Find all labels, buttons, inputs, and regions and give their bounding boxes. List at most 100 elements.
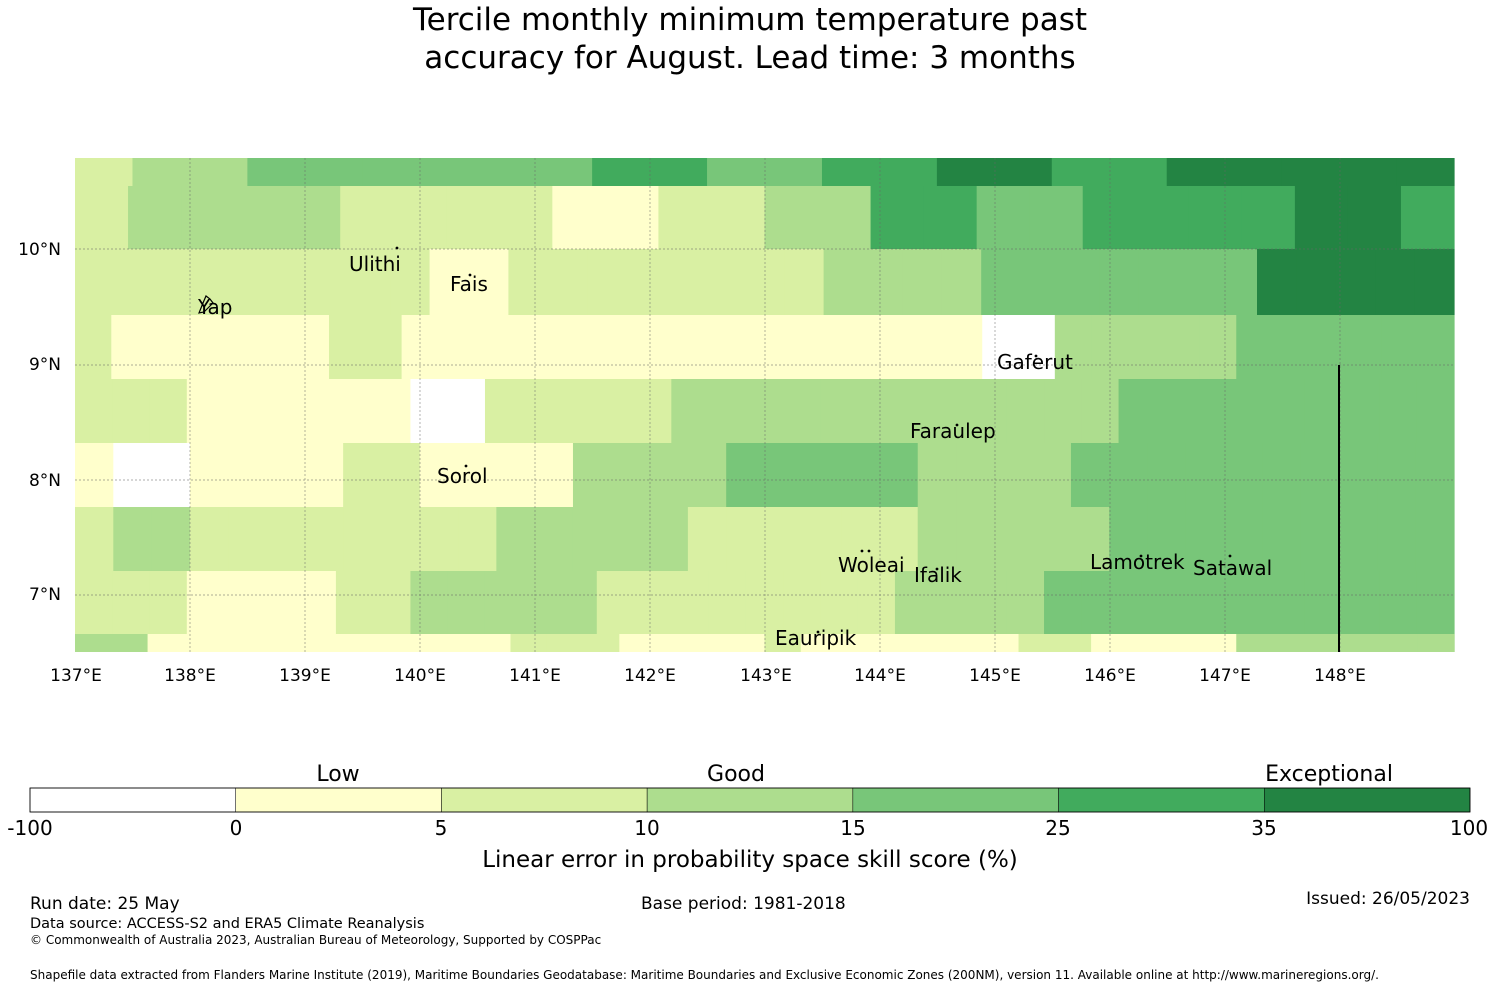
skill-grid-cell xyxy=(1099,249,1140,315)
skill-grid-cell xyxy=(419,507,459,571)
skill-grid-cell xyxy=(728,634,766,652)
skill-grid-cell xyxy=(458,443,497,507)
skill-grid-cell xyxy=(1032,507,1072,571)
skill-grid-cell xyxy=(193,249,234,315)
skill-grid-cell xyxy=(1135,186,1190,249)
skill-grid-cell xyxy=(365,315,403,379)
skill-grid-cell xyxy=(1377,507,1417,571)
colorbar-outline xyxy=(29,787,1471,813)
skill-grid-cell xyxy=(945,634,983,652)
skill-grid-cell xyxy=(1236,315,1274,379)
colorbar: Low Good Exceptional -100 0 5 10 15 25 3… xyxy=(7,762,1488,873)
skill-grid-cell xyxy=(304,158,363,186)
skill-grid-cell xyxy=(649,443,689,507)
skill-grid-cell xyxy=(936,158,995,186)
skill-grid-cell xyxy=(181,186,235,249)
skill-grid-cell xyxy=(1281,158,1340,186)
place-label-eauripik: Eauripik xyxy=(775,626,857,650)
skill-grid-cell xyxy=(496,507,536,571)
colorbar-tick-label: 5 xyxy=(435,816,448,840)
skill-grid-cell xyxy=(837,315,874,379)
skill-grid-cell xyxy=(362,158,421,186)
skill-grid-cell xyxy=(1091,634,1128,652)
place-label-lamotrek: Lamotrek xyxy=(1090,550,1185,574)
skill-grid-cell xyxy=(437,634,475,652)
skill-grid-cell xyxy=(863,249,903,315)
lon-tick-label: 148°E xyxy=(1314,666,1366,686)
skill-grid-cell xyxy=(1415,443,1455,507)
skill-grid-cell xyxy=(1342,379,1381,443)
lon-tick-label: 142°E xyxy=(624,666,676,686)
skill-grid-cell xyxy=(634,379,672,443)
skill-grid-cell xyxy=(1339,158,1398,186)
skill-grid-cell xyxy=(784,249,825,315)
skill-grid-cell xyxy=(649,507,689,571)
colorbar-swatch xyxy=(235,787,442,813)
skill-grid-cell xyxy=(764,158,823,186)
skill-grid-cell xyxy=(292,315,330,379)
skill-grid-cell xyxy=(764,634,802,652)
lon-tick-label: 139°E xyxy=(279,666,331,686)
skill-grid-cell xyxy=(1127,634,1165,652)
skill-grid-cell xyxy=(114,249,155,315)
skill-grid-cell xyxy=(1044,379,1082,443)
skill-grid-cell xyxy=(923,186,978,249)
colorbar-swatch xyxy=(1264,787,1471,813)
skill-grid-cell xyxy=(390,249,431,315)
skill-grid-cell xyxy=(1054,315,1092,379)
skill-grid-cell xyxy=(711,186,766,249)
skill-grid-cell xyxy=(802,443,842,507)
lat-tick-label: 10°N xyxy=(18,240,61,260)
colorbar-swatch xyxy=(29,787,236,813)
skill-grid-cell xyxy=(419,443,459,507)
skill-grid-cell xyxy=(894,379,933,443)
skill-grid-cell xyxy=(1199,315,1237,379)
lon-tick-label: 144°E xyxy=(854,666,906,686)
skill-grid-cell xyxy=(823,249,864,315)
skill-grid-cell xyxy=(311,249,352,315)
skill-grid-cell xyxy=(592,158,651,186)
colorbar-tick-label: -100 xyxy=(7,816,52,840)
skill-grid-cell xyxy=(508,249,549,315)
skill-grid-cell xyxy=(75,634,112,652)
skill-grid-cell xyxy=(976,186,1031,249)
skill-grid-cell xyxy=(1199,634,1237,652)
skill-grid-cell xyxy=(655,634,693,652)
lat-tick-label: 7°N xyxy=(29,585,61,605)
skill-grid-cell xyxy=(335,379,374,443)
colorbar-tick-label: 35 xyxy=(1251,816,1276,840)
skill-grid-cell xyxy=(841,507,881,571)
map-panel: Ulithi Fais Yap Gaferut Faraulep Sorol W… xyxy=(18,158,1455,686)
colorbar-swatch xyxy=(1058,787,1265,813)
skill-grid-cell xyxy=(447,379,486,443)
skill-grid-cell xyxy=(1188,186,1243,249)
skill-grid-cell xyxy=(446,186,500,249)
skill-grid-cell xyxy=(1060,249,1100,315)
skill-grid-cell xyxy=(596,379,635,443)
place-label-ulithi: Ulithi xyxy=(349,252,401,276)
skill-grid-cell xyxy=(817,186,872,249)
skill-grid-cell xyxy=(764,507,804,571)
skill-grid-cell xyxy=(1236,634,1274,652)
skill-grid-cell xyxy=(1296,249,1337,315)
skill-grid-cell xyxy=(1217,249,1258,315)
skill-grid-cell xyxy=(1304,379,1343,443)
skill-grid-cell xyxy=(1029,186,1084,249)
skill-grid-cell xyxy=(1272,315,1310,379)
skill-grid-cell xyxy=(228,443,268,507)
skill-grid-cell xyxy=(821,158,881,186)
colorbar-tick-label: 25 xyxy=(1045,816,1070,840)
skill-grid-cell xyxy=(1417,634,1455,652)
skill-grid-cell xyxy=(113,507,153,571)
place-label-woleai: Woleai xyxy=(838,553,905,577)
issued-date: Issued: 26/05/2023 xyxy=(1306,889,1470,909)
skill-grid-cell xyxy=(1224,507,1264,571)
skill-grid-cell xyxy=(1272,634,1310,652)
skill-grid-cell xyxy=(232,249,273,315)
skill-grid-cell xyxy=(266,443,306,507)
skill-grid-cell xyxy=(128,186,182,249)
skill-grid-cell xyxy=(1070,507,1110,571)
skill-grid-cell xyxy=(611,507,651,571)
skill-grid-cell xyxy=(1300,443,1340,507)
colorbar-tick-label: 100 xyxy=(1450,816,1488,840)
